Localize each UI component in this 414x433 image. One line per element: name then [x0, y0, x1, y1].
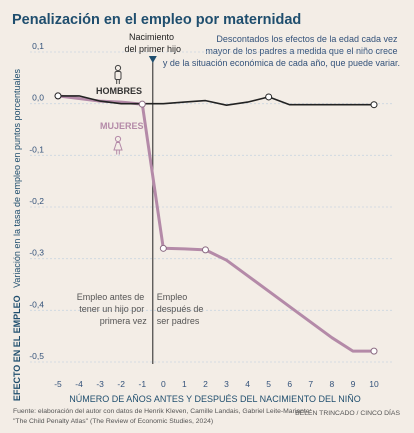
- source-line-2: "The Child Penalty Atlas" (The Review of…: [13, 418, 213, 425]
- event-triangle-icon: [148, 56, 157, 63]
- woman-icon: [113, 135, 123, 155]
- chart-title: Penalización en el empleo por maternidad: [12, 12, 301, 28]
- y-tick-label: 0,0: [32, 93, 44, 103]
- y-tick-label: -0,5: [29, 351, 44, 361]
- annotation-after: Empleo después de ser padres: [157, 292, 206, 326]
- y-tick-label: -0,4: [29, 299, 44, 309]
- event-label: Nacimiento del primer hijo: [125, 32, 182, 54]
- series-label-hombres: HOMBRES: [96, 86, 142, 96]
- data-point-hombres: [265, 93, 273, 101]
- x-tick-label: -1: [138, 379, 146, 389]
- x-tick-label: 4: [245, 379, 250, 389]
- y-tick-label: 0,1: [32, 41, 44, 51]
- data-point-mujeres: [201, 246, 209, 254]
- y-tick-label: -0,1: [29, 144, 44, 154]
- credit: BELÉN TRINCADO / CINCO DÍAS: [295, 408, 400, 417]
- x-tick-label: 7: [308, 379, 313, 389]
- source-line-1: Fuente: elaboración del autor con datos …: [13, 408, 312, 415]
- data-point-hombres: [54, 92, 62, 100]
- x-tick-label: 3: [224, 379, 229, 389]
- x-tick-label: 9: [351, 379, 356, 389]
- data-point-mujeres: [159, 244, 167, 252]
- x-axis-title: NÚMERO DE AÑOS ANTES Y DESPUÉS DEL NACIM…: [69, 394, 360, 404]
- data-point-mujeres: [370, 347, 378, 355]
- chart-subtitle: Descontados los efectos de la edad cada …: [163, 34, 400, 68]
- data-point-hombres: [370, 101, 378, 109]
- x-tick-label: -5: [54, 379, 62, 389]
- y-tick-label: -0,2: [29, 196, 44, 206]
- grid: [30, 51, 392, 363]
- y-axis-title: EFECTO EN EL EMPLEO Variación en la tasa…: [7, 68, 24, 401]
- x-axis-ticks: -5 -4 -3 -2 -1 0 1 2 3 4 5 6 7 8 9 10: [54, 379, 379, 389]
- x-tick-label: 0: [161, 379, 166, 389]
- y-tick-label: -0,3: [29, 248, 44, 258]
- x-tick-label: -3: [96, 379, 104, 389]
- series: [54, 92, 378, 355]
- x-tick-label: 2: [203, 379, 208, 389]
- y-axis-ticks: 0,1 0,0 -0,1 -0,2 -0,3 -0,4 -0,5: [29, 41, 44, 361]
- x-tick-label: 6: [287, 379, 292, 389]
- annotation-before: Empleo antes de tener un hijo por primer…: [77, 292, 148, 326]
- x-tick-label: 10: [369, 379, 379, 389]
- x-tick-label: 5: [266, 379, 271, 389]
- x-tick-label: 1: [182, 379, 187, 389]
- x-tick-label: -4: [75, 379, 83, 389]
- man-icon: [114, 64, 122, 84]
- x-tick-label: -2: [117, 379, 125, 389]
- data-point-mujeres: [138, 100, 146, 108]
- series-label-mujeres: MUJERES: [100, 121, 144, 131]
- x-tick-label: 8: [329, 379, 334, 389]
- series-line-hombres: [58, 95, 374, 106]
